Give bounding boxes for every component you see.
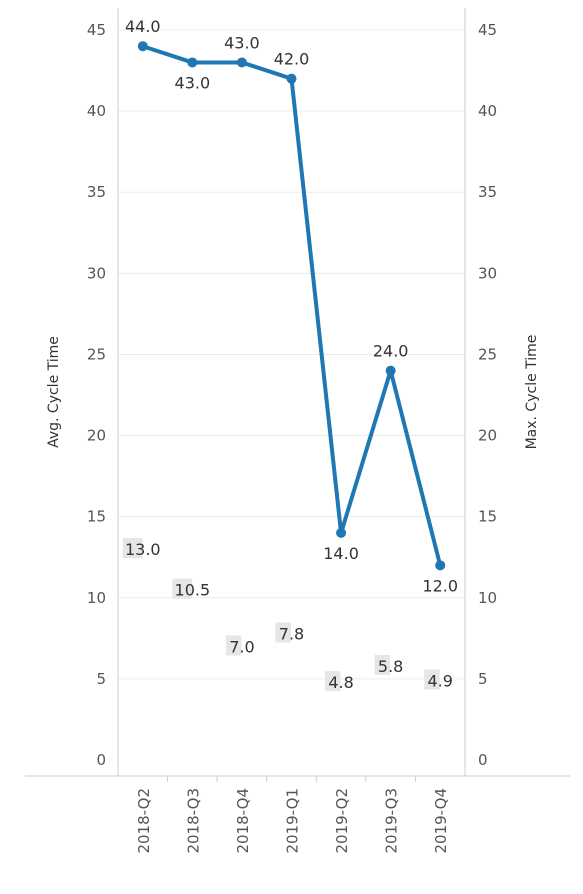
max-cycle-time-point [187,57,198,68]
left-y-tick-label: 40 [87,102,106,120]
avg-label-bg [172,578,193,599]
avg-label-bg [225,635,242,656]
avg-label-bg [374,654,391,675]
gridlines [118,29,465,680]
avg-label-bg [424,669,440,690]
avg-cycle-time-label: 7.8 [279,624,304,643]
max-cycle-time-label: 14.0 [323,544,359,563]
avg-cycle-time-labels: 13.0 10.5 7.0 7.8 4.8 5.8 4.9 [122,538,453,692]
avg-label-bg [325,671,341,692]
right-y-tick-label: 5 [478,670,488,688]
x-tick-label: 2019-Q3 [383,788,401,854]
max-cycle-time-label: 24.0 [373,342,409,361]
avg-cycle-time-label: 4.8 [328,673,353,692]
left-y-tick-label: 0 [96,751,106,769]
right-y-tick-label: 40 [478,102,497,120]
x-tick-label: 2018-Q2 [135,788,153,854]
avg-cycle-time-label: 4.9 [427,672,452,691]
right-y-tick-label: 15 [478,508,497,526]
right-y-tick-label: 20 [478,427,497,445]
left-y-tick-label: 25 [87,345,106,363]
left-y-tick-label: 15 [87,508,106,526]
avg-label-bg [122,538,143,559]
max-cycle-time-label: 44.0 [125,17,161,36]
right-y-ticks: 0 5 10 15 20 25 30 35 40 45 [478,21,497,769]
max-cycle-time-line [142,44,443,566]
max-cycle-time-point [385,365,396,376]
left-y-tick-label: 5 [96,670,106,688]
avg-cycle-time-label: 7.0 [229,637,254,656]
max-cycle-time-point [336,527,347,538]
x-tick-label: 2019-Q1 [284,788,302,854]
right-y-tick-label: 0 [478,751,488,769]
left-y-tick-label: 10 [87,589,106,607]
max-cycle-time-label: 43.0 [224,33,260,52]
right-y-tick-label: 35 [478,183,497,201]
right-axis-title: Max. Cycle Time [524,335,540,450]
x-tick-label: 2019-Q4 [432,788,450,854]
left-y-ticks: 0 5 10 15 20 25 30 35 40 45 [87,21,106,769]
avg-cycle-time-label: 10.5 [175,581,211,600]
left-axis-title: Avg. Cycle Time [46,336,62,448]
right-y-tick-label: 30 [478,264,497,282]
x-ticks: 2018-Q2 2018-Q3 2018-Q4 2019-Q1 2019-Q2 2019-… [135,776,450,854]
max-cycle-time-point [236,57,247,68]
left-y-tick-label: 45 [87,21,106,39]
x-tick-label: 2018-Q4 [234,788,252,854]
left-y-tick-label: 20 [87,427,106,445]
max-cycle-time-point [435,560,446,571]
avg-label-bg [275,622,291,643]
max-cycle-time-label: 43.0 [175,73,211,92]
max-cycle-time-series: 44.0 43.0 43.0 42.0 14.0 24.0 12.0 [125,17,458,595]
x-tick-label: 2018-Q3 [184,788,202,854]
max-cycle-time-label: 42.0 [274,50,310,69]
right-y-tick-label: 45 [478,21,497,39]
max-cycle-time-label: 12.0 [422,576,458,595]
avg-cycle-time-label: 13.0 [125,540,161,559]
avg-cycle-time-label: 5.8 [378,657,403,676]
right-y-tick-label: 10 [478,589,497,607]
max-cycle-time-point [137,41,148,52]
right-y-tick-label: 25 [478,345,497,363]
left-y-tick-label: 35 [87,183,106,201]
left-y-tick-label: 30 [87,264,106,282]
max-cycle-time-point [286,73,297,84]
x-tick-label: 2019-Q2 [333,788,351,854]
